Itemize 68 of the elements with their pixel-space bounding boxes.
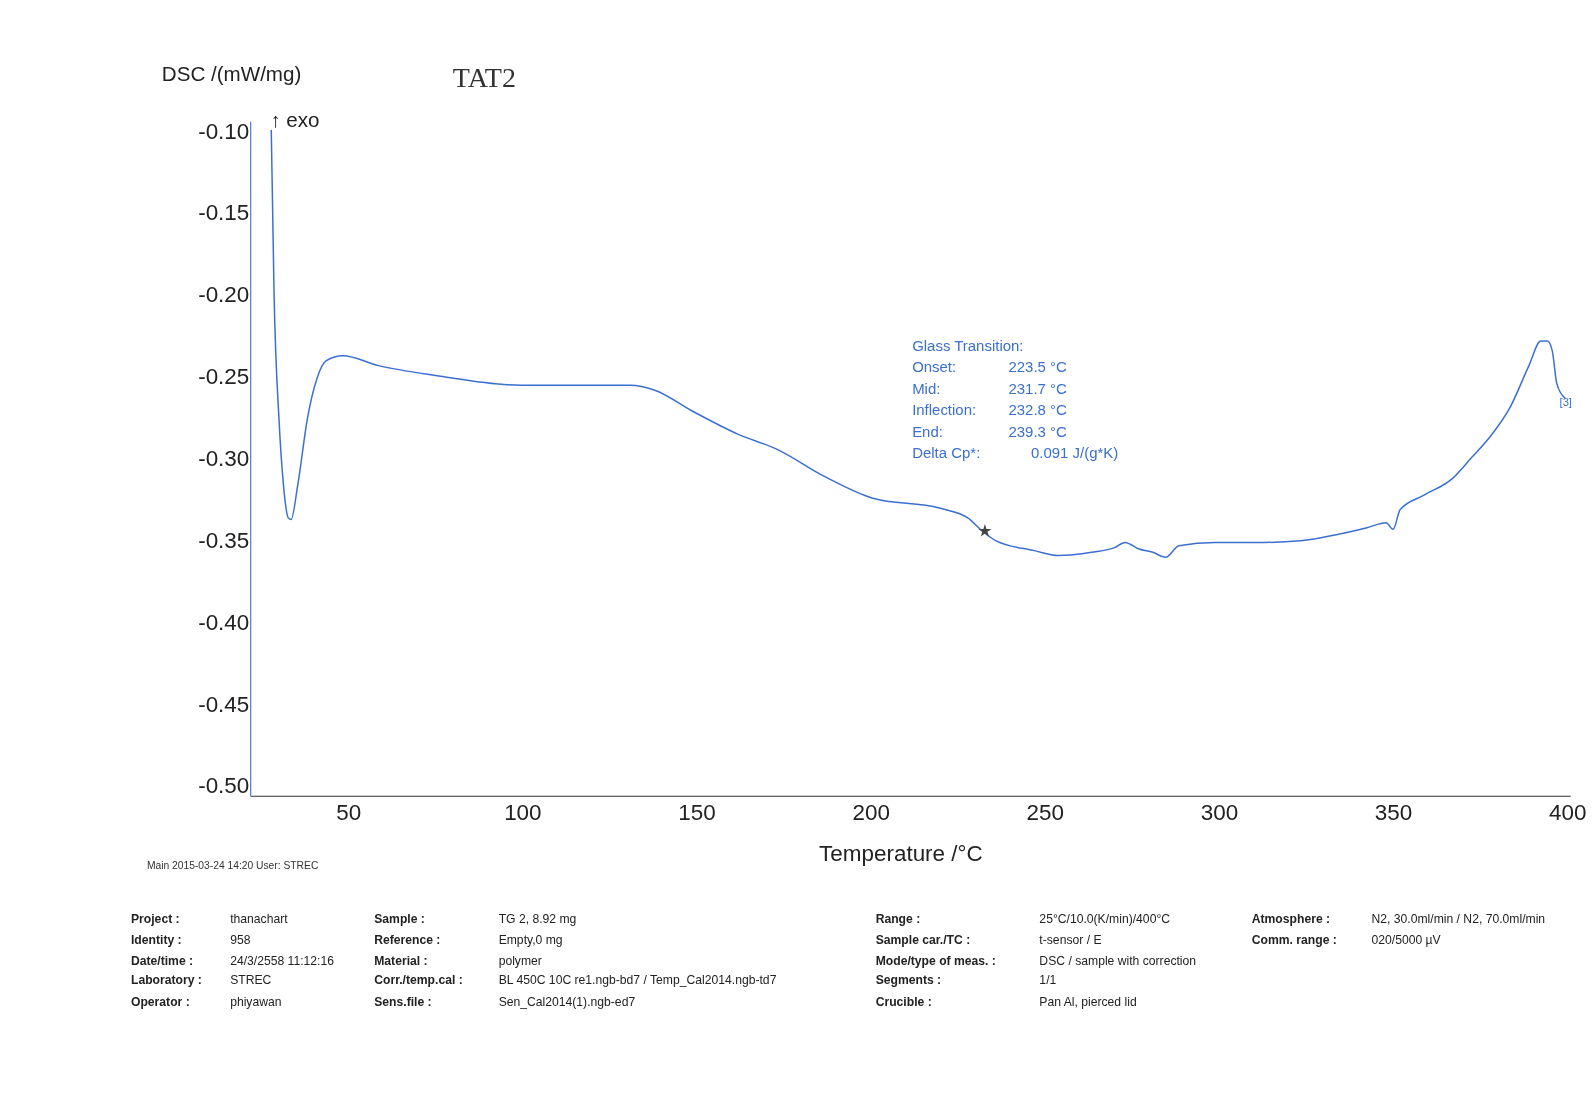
text: Date/time : <box>130 953 194 968</box>
text: Identity : <box>130 933 182 948</box>
y-tick-label: -0.45 <box>198 691 250 717</box>
y-tick-label: -0.10 <box>198 118 250 144</box>
text: Laboratory : <box>130 973 202 988</box>
y-axis-title: DSC /(mW/mg) <box>161 62 302 86</box>
annotation: 223.5 °C <box>1008 358 1068 376</box>
annotation: Inflection: <box>912 401 977 419</box>
text: t-sensor / E <box>1039 933 1102 948</box>
x-tick-label: 250 <box>1026 800 1065 826</box>
text: 24/3/2558 11:12:16 <box>230 953 335 968</box>
annotation: 231.7 °C <box>1008 379 1068 397</box>
text: Operator : <box>130 994 190 1009</box>
text: Project : <box>130 911 180 926</box>
text: 25°C/10.0(K/min)/400°C <box>1039 911 1171 926</box>
text: Material : <box>374 953 428 968</box>
annotation: End: <box>912 422 943 440</box>
text: Atmosphere : <box>1251 911 1331 926</box>
x-tick-label: 300 <box>1200 800 1239 826</box>
text: STREC <box>230 973 272 988</box>
text: polymer <box>498 953 542 968</box>
y-tick-label: -0.30 <box>198 445 250 471</box>
x-tick-label: 400 <box>1549 800 1587 826</box>
text: Comm. range : <box>1251 933 1337 948</box>
annotation: ↑ exo <box>270 108 320 132</box>
y-tick-label: -0.20 <box>198 282 250 308</box>
text: thanachart <box>230 911 289 926</box>
text: N2, 30.0ml/min / N2, 70.0ml/min <box>1371 911 1546 926</box>
y-tick-label: -0.50 <box>198 773 250 799</box>
x-tick-label: 350 <box>1374 800 1413 826</box>
x-axis-title: Temperature /°C <box>819 840 983 866</box>
x-tick-label: 150 <box>678 800 716 826</box>
text: BL 450C 10C re1.ngb-bd7 / Temp_Cal2014.ngb-td7 <box>498 973 777 988</box>
x-tick-label: 100 <box>504 800 542 826</box>
text: Mode/type of meas. : <box>875 953 996 968</box>
text: Sen_Cal2014(1).ngb-ed7 <box>498 994 636 1009</box>
text: Corr./temp.cal : <box>374 973 463 988</box>
text: Sample : <box>374 911 425 926</box>
text: Main 2015-03-24 14:20 User: STREC <box>146 860 319 872</box>
annotation: Glass Transition: <box>912 336 1024 354</box>
text: 958 <box>230 933 251 948</box>
text: Segments : <box>875 973 942 988</box>
text: Range : <box>875 911 921 926</box>
text: Pan Al, pierced lid <box>1039 994 1137 1009</box>
text: Reference : <box>374 933 441 948</box>
y-tick-label: -0.15 <box>198 200 250 226</box>
annotation: 232.8 °C <box>1008 401 1068 419</box>
text: 1/1 <box>1039 973 1057 988</box>
annotation: Onset: <box>912 358 957 376</box>
text: DSC / sample with correction <box>1039 953 1197 968</box>
annotation: Delta Cp*: <box>912 444 981 462</box>
text: Sens.file : <box>374 994 432 1009</box>
text: TAT2 <box>452 62 516 94</box>
y-tick-label: -0.25 <box>198 364 250 390</box>
annotation: Mid: <box>912 379 941 397</box>
text: 020/5000 µV <box>1371 933 1442 948</box>
text: Crucible : <box>875 994 932 1009</box>
annotation: 0.091 J/(g*K) <box>1030 444 1119 462</box>
x-tick-label: 200 <box>852 800 890 826</box>
annotation: [3] <box>1559 396 1572 409</box>
y-tick-label: -0.35 <box>198 527 250 553</box>
text: TG 2, 8.92 mg <box>498 911 577 926</box>
y-tick-label: -0.40 <box>198 609 250 635</box>
annotation: 239.3 °C <box>1008 422 1068 440</box>
text: Empty,0 mg <box>498 933 563 948</box>
text: phiyawan <box>230 994 282 1009</box>
x-tick-label: 50 <box>336 800 362 826</box>
text: Sample car./TC : <box>875 933 971 948</box>
